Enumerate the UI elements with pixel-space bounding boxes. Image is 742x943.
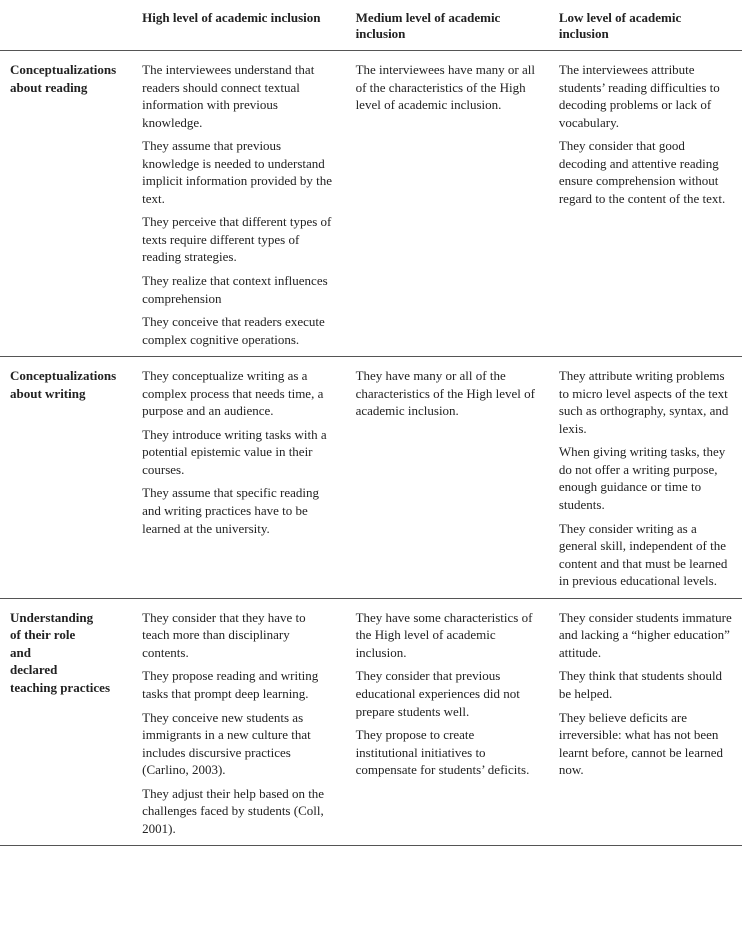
cell-text: They propose reading and writing tasks t… — [142, 667, 335, 702]
row-label-writing: Conceptualizations about writing — [0, 357, 132, 599]
table-row: Understanding of their role and declared… — [0, 598, 742, 846]
row-label-role: Understanding of their role and declared… — [0, 598, 132, 846]
row-label-line: and — [10, 644, 122, 662]
cell-text: They introduce writing tasks with a pote… — [142, 426, 335, 479]
row-label-line: Conceptualizations — [10, 367, 122, 385]
cell-text: They realize that context influences com… — [142, 272, 335, 307]
cell-medium-writing: They have many or all of the characteris… — [346, 357, 549, 599]
cell-text: They consider that good decoding and att… — [559, 137, 732, 207]
header-high: High level of academic inclusion — [132, 0, 345, 51]
cell-text: They assume that previous knowledge is n… — [142, 137, 335, 207]
cell-high-reading: The interviewees understand that readers… — [132, 51, 345, 357]
cell-medium-role: They have some characteristics of the Hi… — [346, 598, 549, 846]
table-row: Conceptualizations about reading The int… — [0, 51, 742, 357]
header-empty — [0, 0, 132, 51]
row-label-line: about reading — [10, 79, 122, 97]
cell-text: They conceive new students as immigrants… — [142, 709, 335, 779]
cell-text: They have some characteristics of the Hi… — [356, 609, 539, 662]
cell-text: They propose to create institutional ini… — [356, 726, 539, 779]
cell-text: They attribute writing problems to micro… — [559, 367, 732, 437]
table-row: Conceptualizations about writing They co… — [0, 357, 742, 599]
cell-high-writing: They conceptualize writing as a complex … — [132, 357, 345, 599]
inclusion-levels-table: High level of academic inclusion Medium … — [0, 0, 742, 846]
cell-high-role: They consider that they have to teach mo… — [132, 598, 345, 846]
cell-text: They think that students should be helpe… — [559, 667, 732, 702]
cell-text: They consider writing as a general skill… — [559, 520, 732, 590]
cell-text: They assume that specific reading and wr… — [142, 484, 335, 537]
cell-text: They conceptualize writing as a complex … — [142, 367, 335, 420]
row-label-line: Understanding — [10, 609, 122, 627]
cell-text: When giving writing tasks, they do not o… — [559, 443, 732, 513]
cell-low-role: They consider students immature and lack… — [549, 598, 742, 846]
cell-medium-reading: The interviewees have many or all of the… — [346, 51, 549, 357]
cell-text: They believe deficits are irreversible: … — [559, 709, 732, 779]
cell-text: They consider students immature and lack… — [559, 609, 732, 662]
header-low: Low level of academic inclusion — [549, 0, 742, 51]
row-label-line: declared — [10, 661, 122, 679]
header-medium: Medium level of academic inclusion — [346, 0, 549, 51]
cell-text: They have many or all of the characteris… — [356, 367, 539, 420]
cell-text: The interviewees have many or all of the… — [356, 61, 539, 114]
cell-text: They perceive that different types of te… — [142, 213, 335, 266]
table-header-row: High level of academic inclusion Medium … — [0, 0, 742, 51]
cell-low-reading: The interviewees attribute students’ rea… — [549, 51, 742, 357]
row-label-reading: Conceptualizations about reading — [0, 51, 132, 357]
cell-low-writing: They attribute writing problems to micro… — [549, 357, 742, 599]
cell-text: They adjust their help based on the chal… — [142, 785, 335, 838]
row-label-line: about writing — [10, 385, 122, 403]
cell-text: They consider that they have to teach mo… — [142, 609, 335, 662]
cell-text: They conceive that readers execute compl… — [142, 313, 335, 348]
cell-text: They consider that previous educational … — [356, 667, 539, 720]
row-label-line: of their role — [10, 626, 122, 644]
cell-text: The interviewees attribute students’ rea… — [559, 61, 732, 131]
cell-text: The interviewees understand that readers… — [142, 61, 335, 131]
row-label-line: teaching practices — [10, 679, 122, 697]
row-label-line: Conceptualizations — [10, 61, 122, 79]
